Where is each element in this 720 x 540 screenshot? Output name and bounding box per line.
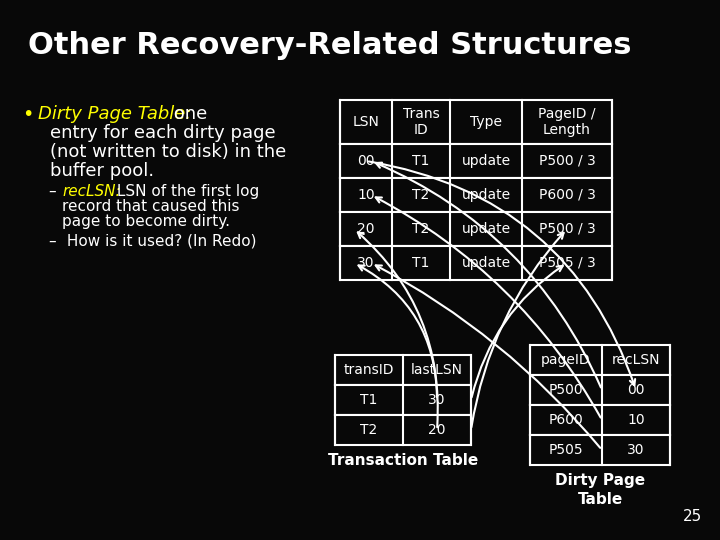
- Bar: [530, 405, 670, 435]
- Text: Dirty Page Table:: Dirty Page Table:: [38, 105, 192, 123]
- Text: one: one: [168, 105, 207, 123]
- Text: 30: 30: [357, 256, 374, 270]
- Text: 30: 30: [428, 393, 446, 407]
- Bar: [340, 178, 612, 212]
- Text: P500 / 3: P500 / 3: [539, 222, 595, 236]
- Text: record that caused this: record that caused this: [62, 199, 240, 214]
- Text: lastLSN: lastLSN: [411, 363, 463, 377]
- Bar: [530, 375, 670, 405]
- Bar: [340, 212, 612, 246]
- Text: 00: 00: [627, 383, 644, 397]
- Text: T1: T1: [360, 393, 378, 407]
- Text: Type: Type: [470, 115, 502, 129]
- Text: Trans
ID: Trans ID: [402, 107, 439, 137]
- Text: pageID: pageID: [541, 353, 591, 367]
- Text: update: update: [462, 256, 510, 270]
- Text: (not written to disk) in the: (not written to disk) in the: [50, 143, 287, 161]
- Text: update: update: [462, 188, 510, 202]
- Bar: [335, 415, 471, 445]
- Text: How is it used? (In Redo): How is it used? (In Redo): [62, 234, 256, 249]
- Text: LSN: LSN: [353, 115, 379, 129]
- Text: 20: 20: [428, 423, 446, 437]
- Text: entry for each dirty page: entry for each dirty page: [50, 124, 276, 142]
- Text: 00: 00: [357, 154, 374, 168]
- Text: T1: T1: [413, 256, 430, 270]
- Bar: [530, 345, 670, 375]
- Text: 30: 30: [627, 443, 644, 457]
- Text: P500 / 3: P500 / 3: [539, 154, 595, 168]
- Text: P505 / 3: P505 / 3: [539, 256, 595, 270]
- Text: T1: T1: [413, 154, 430, 168]
- Text: Other Recovery-Related Structures: Other Recovery-Related Structures: [28, 30, 631, 59]
- Text: transID: transID: [343, 363, 395, 377]
- Text: 10: 10: [627, 413, 645, 427]
- Bar: [340, 246, 612, 280]
- Text: buffer pool.: buffer pool.: [50, 162, 154, 180]
- Bar: [340, 100, 612, 144]
- Bar: [335, 355, 471, 385]
- Text: –: –: [48, 184, 55, 199]
- Text: •: •: [22, 105, 33, 124]
- Bar: [335, 385, 471, 415]
- Text: P600 / 3: P600 / 3: [539, 188, 595, 202]
- Text: update: update: [462, 222, 510, 236]
- Text: Dirty Page
Table: Dirty Page Table: [555, 473, 645, 507]
- Text: T2: T2: [361, 423, 377, 437]
- Text: recLSN:: recLSN:: [62, 184, 121, 199]
- Text: T2: T2: [413, 188, 430, 202]
- Text: P500: P500: [549, 383, 583, 397]
- Text: LSN of the first log: LSN of the first log: [112, 184, 259, 199]
- Bar: [340, 144, 612, 178]
- Text: page to become dirty.: page to become dirty.: [62, 214, 230, 229]
- Text: P600: P600: [549, 413, 583, 427]
- Text: 20: 20: [357, 222, 374, 236]
- Text: P505: P505: [549, 443, 583, 457]
- Text: –: –: [48, 234, 55, 249]
- Text: T2: T2: [413, 222, 430, 236]
- Text: update: update: [462, 154, 510, 168]
- Text: PageID /
Length: PageID / Length: [539, 107, 595, 137]
- Text: Transaction Table: Transaction Table: [328, 453, 478, 468]
- Text: recLSN: recLSN: [612, 353, 660, 367]
- Bar: [530, 435, 670, 465]
- Text: 25: 25: [683, 509, 702, 524]
- Text: 10: 10: [357, 188, 375, 202]
